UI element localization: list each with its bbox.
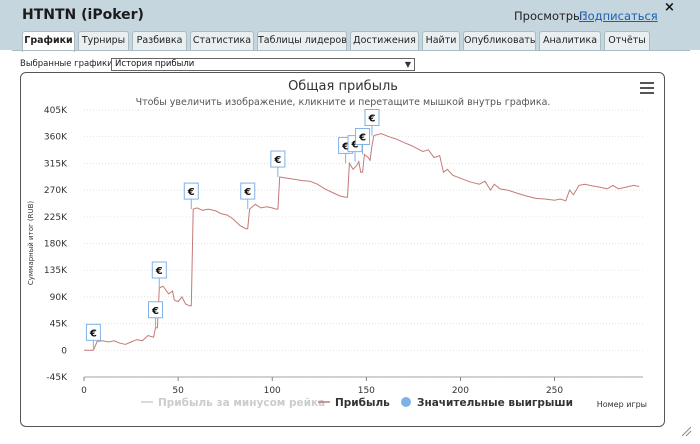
graph-select-label: Выбранные графики: (20, 59, 116, 69)
graph-select-value: История прибыли (115, 59, 195, 69)
window-title: HTNTN (iPoker) (22, 7, 144, 23)
tab-breakdown[interactable]: Разбивка (132, 31, 187, 51)
tab-statistics[interactable]: Статистика (190, 31, 254, 51)
tab-reports[interactable]: Отчёты (604, 31, 650, 51)
tab-find[interactable]: Найти (422, 31, 460, 51)
tab-charts[interactable]: Графики (22, 31, 75, 52)
tab-publish[interactable]: Опубликовать (463, 31, 536, 51)
chevron-down-icon: ▼ (404, 60, 411, 69)
tab-leaderboards[interactable]: Таблицы лидеров (257, 31, 347, 51)
subscribe-link[interactable]: Подписаться (579, 9, 658, 23)
chart-panel (20, 72, 665, 427)
resize-handle-icon[interactable] (680, 425, 692, 437)
tab-content-border (12, 50, 690, 51)
tab-tournaments[interactable]: Турниры (78, 31, 129, 51)
tab-achievements[interactable]: Достижения (350, 31, 419, 51)
tab-analytics[interactable]: Аналитика (539, 31, 601, 51)
close-icon[interactable]: × (664, 0, 675, 15)
views-label: Просмотры: (514, 9, 586, 23)
graph-select[interactable]: История прибыли ▼ (111, 58, 415, 71)
chart-menu-icon[interactable] (640, 82, 654, 94)
